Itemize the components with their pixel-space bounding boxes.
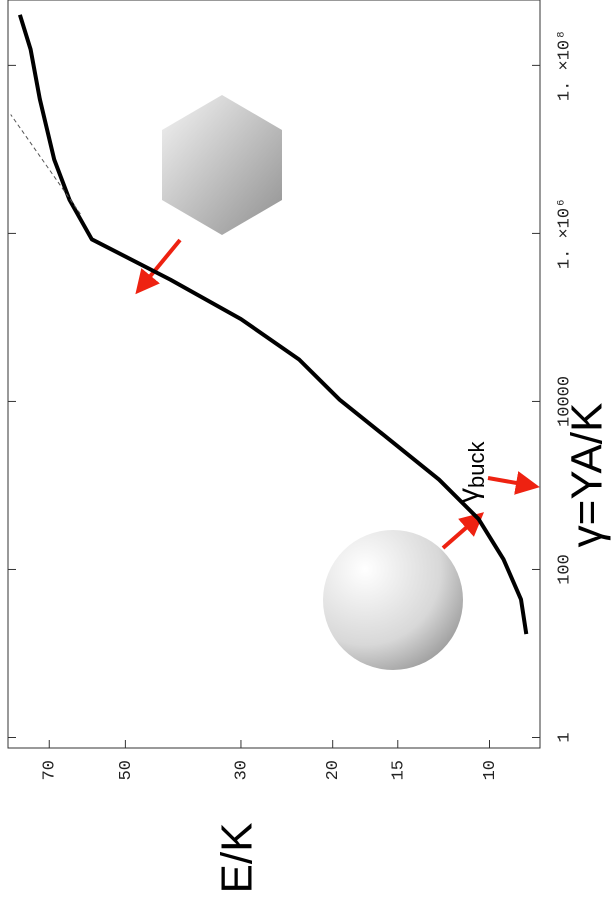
arrow — [143, 240, 180, 285]
annotation: γbuck — [452, 441, 489, 503]
y-tick-label: 50 — [117, 760, 136, 780]
y-axis-label: E/K — [213, 823, 262, 894]
annotation-subscript: buck — [464, 441, 489, 488]
plot-frame — [8, 0, 540, 748]
x-tick-label: 1. ×10⁸ — [555, 30, 574, 101]
icosahedron-image — [162, 95, 282, 235]
x-tick-label: 1 — [555, 732, 574, 742]
x-tick-label: 1. ×10⁶ — [555, 198, 574, 269]
y-tick-label: 70 — [41, 760, 60, 780]
x-tick-label: 10000 — [555, 376, 574, 427]
y-tick-label: 10 — [481, 760, 500, 780]
y-tick-label: 20 — [324, 760, 343, 780]
arrow — [488, 478, 528, 485]
arrow — [443, 520, 475, 548]
y-tick-label: 15 — [389, 760, 408, 780]
sphere-image — [323, 530, 463, 670]
x-tick-label: 100 — [555, 554, 574, 585]
y-tick-label: 30 — [232, 760, 251, 780]
chart: E/K γ=YA/K γbuck 1100100001. ×10⁶1. ×10⁸… — [0, 0, 616, 898]
